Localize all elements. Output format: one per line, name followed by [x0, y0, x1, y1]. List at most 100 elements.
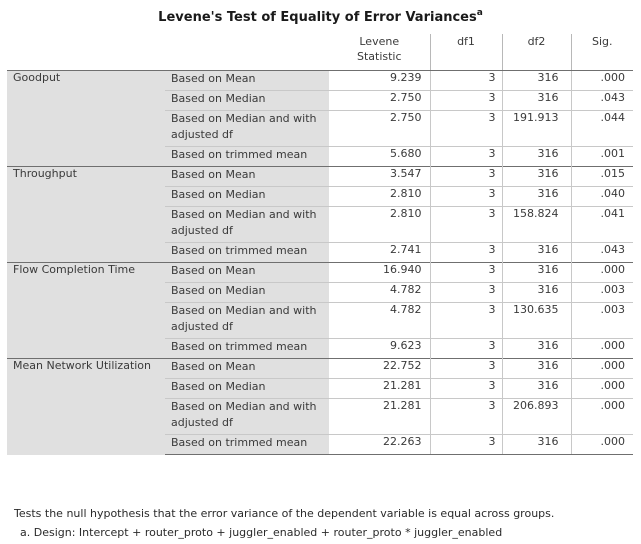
dependent-variable-label: Flow Completion Time	[7, 262, 165, 359]
df2-cell: 206.893	[501, 398, 571, 435]
df2-cell: 316	[501, 358, 571, 379]
table-row: Based on Median 2.750 3 316.043	[7, 90, 633, 111]
header-levene-statistic: Levene Statistic	[329, 34, 430, 71]
test-basis-label: Based on Mean	[165, 70, 329, 91]
table-row: Based on Median 2.810 3 316.040	[7, 186, 633, 207]
levene-statistic-cell: 2.810	[329, 206, 430, 243]
df2-cell: 191.913	[501, 110, 571, 147]
test-basis-label: Based on trimmed mean	[165, 146, 329, 167]
df2-cell: 316	[501, 338, 571, 359]
significance-cell: .044	[570, 110, 633, 147]
significance-cell: .000	[570, 434, 633, 455]
table-row: Throughput Based on Mean 3.547 3 316.015	[7, 166, 633, 263]
significance-cell: .000	[570, 378, 633, 399]
df2-cell: 158.824	[501, 206, 571, 243]
table-row: Based on Median and with adjusted df 4.78…	[7, 302, 633, 339]
df1-cell: 3	[429, 206, 502, 243]
levene-statistic-cell: 4.782	[329, 302, 430, 339]
levene-statistic-cell: 9.623	[329, 338, 430, 359]
df1-cell: 3	[429, 110, 502, 147]
levene-statistic-cell: 22.263	[329, 434, 430, 455]
levene-statistic-cell: 2.810	[329, 186, 430, 207]
table-row: Based on Median and with adjusted df 2.81…	[7, 206, 633, 243]
significance-cell: .003	[570, 302, 633, 339]
df1-cell: 3	[429, 90, 502, 111]
test-basis-label: Based on Mean	[165, 262, 329, 283]
header-sig: Sig.	[570, 34, 633, 71]
table-row: Based on Median and with adjusted df 2.75…	[7, 110, 633, 147]
header-statistic-line1: Levene	[359, 35, 400, 48]
levene-statistic-cell: 21.281	[329, 378, 430, 399]
footnote-null-hypothesis: Tests the null hypothesis that the error…	[14, 507, 555, 520]
df2-cell: 316	[501, 146, 571, 167]
df2-cell: 316	[501, 186, 571, 207]
levene-statistic-cell: 2.750	[329, 110, 430, 147]
header-df2: df2	[501, 34, 571, 71]
levene-statistic-cell: 9.239	[329, 70, 430, 91]
header-row: Levene Statistic df1 df2 Sig.	[7, 34, 633, 71]
table-row: Based on trimmed mean 5.680 3 316.001	[7, 146, 633, 167]
test-basis-label: Based on Median and with adjusted df	[165, 206, 329, 243]
df2-cell: 316	[501, 282, 571, 303]
levene-statistic-cell: 5.680	[329, 146, 430, 167]
significance-cell: .000	[570, 398, 633, 435]
dependent-variable-label: Mean Network Utilization	[7, 358, 165, 455]
df1-cell: 3	[429, 166, 502, 187]
df1-cell: 3	[429, 302, 502, 339]
levene-table: Levene Statistic df1 df2 Sig. Goodput Base…	[7, 34, 633, 455]
test-basis-label: Based on trimmed mean	[165, 338, 329, 359]
df1-cell: 3	[429, 434, 502, 455]
df1-cell: 3	[429, 186, 502, 207]
df2-cell: 316	[501, 434, 571, 455]
df2-cell: 130.635	[501, 302, 571, 339]
table-row: Mean Network Utilization Based on Mean 22.…	[7, 358, 633, 455]
test-basis-label: Based on Median and with adjusted df	[165, 302, 329, 339]
significance-cell: .000	[570, 338, 633, 359]
significance-cell: .015	[570, 166, 633, 187]
df1-cell: 3	[429, 282, 502, 303]
header-blank-cell	[7, 34, 329, 71]
df2-cell: 316	[501, 70, 571, 91]
test-basis-label: Based on Median and with adjusted df	[165, 110, 329, 147]
footnote-design: a. Design: Intercept + router_proto + ju…	[20, 526, 503, 539]
significance-cell: .000	[570, 358, 633, 379]
df1-cell: 3	[429, 146, 502, 167]
df1-cell: 3	[429, 262, 502, 283]
table-row: Goodput Based on Mean 9.239 3 316.000	[7, 70, 633, 167]
test-basis-label: Based on Median and with adjusted df	[165, 398, 329, 435]
test-basis-label: Based on trimmed mean	[165, 434, 329, 455]
dependent-variable-label: Goodput	[7, 70, 165, 167]
significance-cell: .000	[570, 70, 633, 91]
significance-cell: .003	[570, 282, 633, 303]
df2-cell: 316	[501, 166, 571, 187]
df2-cell: 316	[501, 90, 571, 111]
header-statistic-line2: Statistic	[356, 50, 402, 63]
levene-statistic-cell: 21.281	[329, 398, 430, 435]
test-basis-label: Based on trimmed mean	[165, 242, 329, 263]
test-basis-label: Based on Mean	[165, 358, 329, 379]
test-basis-label: Based on Median	[165, 90, 329, 111]
df2-cell: 316	[501, 262, 571, 283]
significance-cell: .043	[570, 242, 633, 263]
header-df1: df1	[429, 34, 502, 71]
levene-statistic-cell: 3.547	[329, 166, 430, 187]
dependent-variable-label: Throughput	[7, 166, 165, 263]
table-title: Levene's Test of Equality of Error Varia…	[0, 8, 641, 25]
df1-cell: 3	[429, 70, 502, 91]
df1-cell: 3	[429, 378, 502, 399]
df2-cell: 316	[501, 378, 571, 399]
test-basis-label: Based on Mean	[165, 166, 329, 187]
levene-statistic-cell: 16.940	[329, 262, 430, 283]
df1-cell: 3	[429, 338, 502, 359]
table-row: Based on trimmed mean 2.741 3 316.043	[7, 242, 633, 263]
test-basis-label: Based on Median	[165, 186, 329, 207]
test-basis-label: Based on Median	[165, 282, 329, 303]
levene-statistic-cell: 2.741	[329, 242, 430, 263]
table-row: Based on trimmed mean 22.263 3 316.000	[7, 434, 633, 455]
significance-cell: .001	[570, 146, 633, 167]
significance-cell: .041	[570, 206, 633, 243]
table-row: Based on Median 4.782 3 316.003	[7, 282, 633, 303]
table-row: Flow Completion Time Based on Mean 16.940 3…	[7, 262, 633, 359]
table-body: Goodput Based on Mean 9.239 3 316.000 Based o…	[7, 70, 633, 455]
df1-cell: 3	[429, 398, 502, 435]
